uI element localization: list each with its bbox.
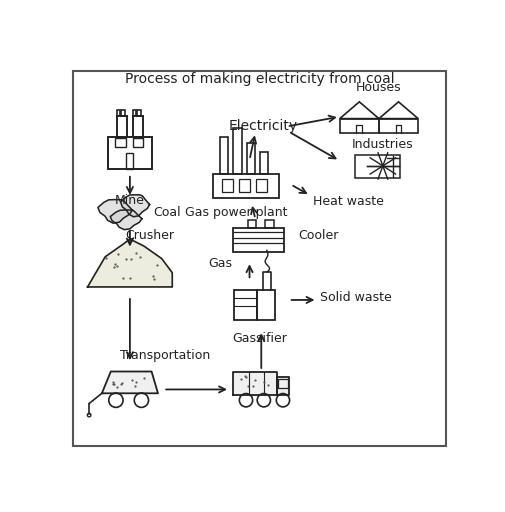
Text: Industries: Industries (351, 138, 413, 152)
Polygon shape (87, 239, 172, 287)
Text: Electricity: Electricity (228, 119, 297, 134)
Text: Process of making electricity from coal: Process of making electricity from coal (124, 72, 393, 86)
Text: Gas: Gas (208, 257, 232, 270)
Text: Coal: Coal (153, 205, 181, 219)
Text: Solid waste: Solid waste (320, 291, 391, 305)
Text: Crusher: Crusher (125, 229, 174, 242)
Text: Houses: Houses (356, 80, 401, 94)
Text: Cooler: Cooler (297, 229, 337, 242)
Polygon shape (110, 210, 141, 230)
Polygon shape (98, 200, 132, 223)
Polygon shape (102, 372, 158, 393)
Text: Transportation: Transportation (120, 349, 210, 361)
Polygon shape (276, 377, 289, 395)
Text: Heat waste: Heat waste (313, 195, 384, 208)
Polygon shape (120, 195, 149, 217)
Text: Gas power plant: Gas power plant (184, 205, 286, 219)
Text: Mine: Mine (115, 194, 144, 207)
Text: Gassifier: Gassifier (231, 332, 286, 345)
Polygon shape (233, 372, 276, 395)
